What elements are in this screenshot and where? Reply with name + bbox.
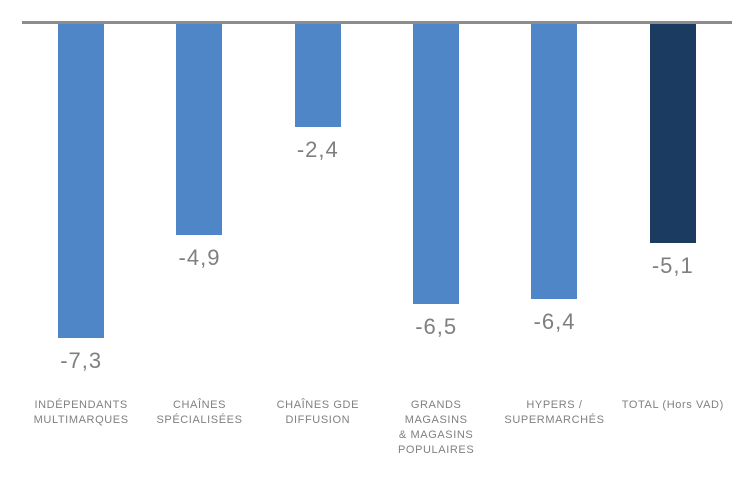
bar-value-label: -5,1 — [651, 253, 694, 279]
bar-value-label: -7,3 — [60, 347, 103, 373]
category-label: INDÉPENDANTS MULTIMARQUES — [33, 399, 129, 426]
bar — [58, 24, 105, 338]
bar — [649, 24, 696, 244]
category-label: CHAÎNES GDE DIFFUSION — [276, 399, 360, 426]
bar — [176, 24, 223, 235]
category-label: TOTAL (Hors VAD) — [621, 399, 724, 411]
chart-baseline-axis — [22, 21, 732, 24]
bar — [531, 24, 578, 300]
category-labels-row: INDÉPENDANTS MULTIMARQUES CHAÎNES SPÉCIAL… — [22, 398, 732, 458]
bar-column: -4,9 — [140, 24, 258, 269]
category-label: HYPERS / SUPERMARCHÉS — [504, 399, 605, 426]
bar — [294, 24, 341, 128]
bar-value-label: -4,9 — [178, 244, 221, 270]
category-label: CHAÎNES SPÉCIALISÉES — [156, 399, 243, 426]
bar-value-label: -2,4 — [296, 137, 339, 163]
bar — [413, 24, 460, 304]
bar-column: -5,1 — [614, 24, 732, 277]
bar-value-label: -6,5 — [415, 313, 458, 339]
bar-column: -2,4 — [259, 24, 377, 161]
bar-column: -6,5 — [377, 24, 495, 338]
category-label: GRANDS MAGASINS & MAGASINS POPULAIRES — [397, 399, 475, 456]
bar-column: -6,4 — [495, 24, 613, 333]
bars-row: -7,3 -4,9 -2,4 -6,5 -6,4 -5,1 — [22, 24, 732, 372]
bar-column: -7,3 — [22, 24, 140, 372]
bar-value-label: -6,4 — [533, 309, 576, 335]
